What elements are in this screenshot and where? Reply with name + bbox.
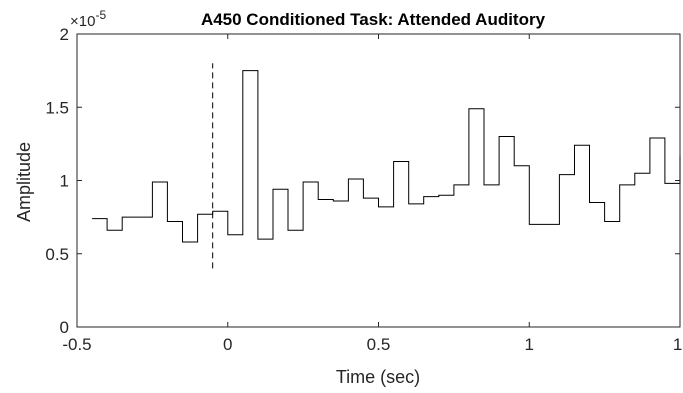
y-tick-label: 1.5 xyxy=(45,98,69,117)
x-tick-label: 1. xyxy=(673,335,683,354)
plot-area xyxy=(76,33,681,328)
y-axis-label: Amplitude xyxy=(14,142,34,222)
chart-title: A450 Conditioned Task: Attended Auditory xyxy=(201,10,546,29)
axes-frame xyxy=(76,33,681,328)
x-tick-label: -0.5 xyxy=(62,335,91,354)
x-axis-label: Time (sec) xyxy=(336,367,420,387)
y-axis-exponent-base: ×10 xyxy=(70,13,95,30)
amplitude-series xyxy=(92,63,681,269)
x-tick-label: 0 xyxy=(223,335,232,354)
series-line xyxy=(92,70,681,243)
y-axis-exponent-power: -5 xyxy=(95,8,106,22)
y-tick-label: 2 xyxy=(60,25,69,44)
x-tick-label: 0.5 xyxy=(367,335,391,354)
x-tick-label: 1 xyxy=(525,335,534,354)
y-tick-label: 0.5 xyxy=(45,245,69,264)
y-tick-label: 0 xyxy=(60,318,69,337)
axis-ticks: -0.500.511.00.511.52 xyxy=(45,25,683,354)
y-axis-exponent: ×10-5 xyxy=(70,8,106,30)
y-tick-label: 1 xyxy=(60,172,69,191)
